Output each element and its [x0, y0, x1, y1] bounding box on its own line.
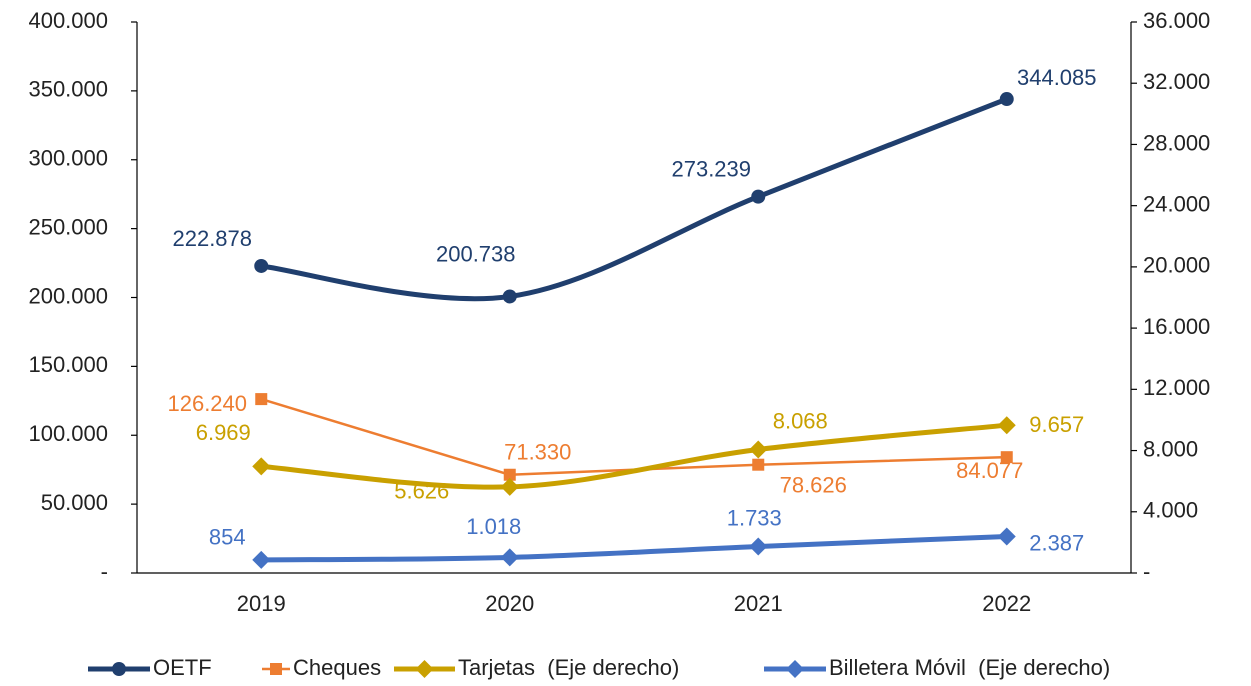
y-tick-label: 350.000 — [28, 77, 108, 102]
legend-label: OETF — [153, 655, 212, 680]
y-tick-label: 50.000 — [41, 490, 108, 515]
data-label: 5.626 — [394, 479, 449, 504]
y-tick-label: - — [101, 559, 108, 584]
legend-label: Tarjetas (Eje derecho) — [458, 655, 679, 680]
series-line — [260, 96, 1008, 302]
data-label: 854 — [209, 525, 246, 550]
data-point — [500, 548, 519, 567]
data-point — [502, 289, 517, 304]
y2-tick-label: - — [1143, 559, 1150, 584]
data-label: 222.878 — [172, 226, 252, 251]
data-point — [500, 477, 519, 496]
data-point — [255, 393, 268, 406]
data-point — [752, 458, 765, 471]
y2-tick-label: 36.000 — [1143, 8, 1210, 33]
data-label: 200.738 — [436, 241, 516, 266]
y-tick-label: 100.000 — [28, 421, 108, 446]
y-tick-label: 400.000 — [28, 8, 108, 33]
data-point — [997, 416, 1016, 435]
y2-tick-label: 8.000 — [1143, 436, 1198, 461]
data-point — [749, 440, 768, 459]
data-label: 9.657 — [1029, 412, 1084, 437]
legend-label: Cheques — [293, 655, 381, 680]
data-point — [1000, 451, 1013, 464]
data-label: 71.330 — [504, 440, 571, 465]
data-label: 6.969 — [196, 420, 251, 445]
data-point — [503, 468, 516, 481]
data-label: 126.240 — [167, 391, 247, 416]
series-line — [261, 422, 1007, 490]
data-label: 1.733 — [727, 505, 782, 530]
data-point — [997, 527, 1016, 546]
x-tick-label: 2021 — [734, 591, 783, 616]
legend-label: Billetera Móvil (Eje derecho) — [829, 655, 1110, 680]
y2-tick-label: 12.000 — [1143, 375, 1210, 400]
data-point — [252, 457, 271, 476]
data-label: 344.085 — [1017, 65, 1097, 90]
legend-marker — [786, 660, 804, 678]
y-tick-label: 250.000 — [28, 214, 108, 239]
data-point — [749, 537, 768, 556]
y2-tick-label: 28.000 — [1143, 130, 1210, 155]
y-tick-label: 300.000 — [28, 146, 108, 171]
y2-tick-label: 32.000 — [1143, 69, 1210, 94]
data-point — [252, 550, 271, 569]
legend-marker — [270, 663, 282, 675]
x-tick-label: 2022 — [982, 591, 1031, 616]
y2-tick-label: 24.000 — [1143, 191, 1210, 216]
x-tick-label: 2019 — [237, 591, 286, 616]
data-point — [999, 92, 1014, 107]
y2-tick-label: 16.000 — [1143, 314, 1210, 339]
data-label: 78.626 — [780, 473, 847, 498]
series-line — [261, 533, 1007, 563]
data-label: 84.077 — [956, 458, 1023, 483]
legend-marker — [415, 660, 434, 678]
y2-tick-label: 20.000 — [1143, 253, 1210, 278]
y-tick-label: 150.000 — [28, 352, 108, 377]
legend-marker — [112, 662, 126, 676]
data-label: 8.068 — [773, 408, 828, 433]
x-tick-label: 2020 — [485, 591, 534, 616]
y2-tick-label: 4.000 — [1143, 498, 1198, 523]
data-label: 273.239 — [671, 156, 751, 181]
data-point — [254, 258, 269, 273]
y-tick-label: 200.000 — [28, 283, 108, 308]
data-label: 1.018 — [466, 514, 521, 539]
data-point — [751, 189, 766, 204]
data-label: 2.387 — [1029, 530, 1084, 555]
